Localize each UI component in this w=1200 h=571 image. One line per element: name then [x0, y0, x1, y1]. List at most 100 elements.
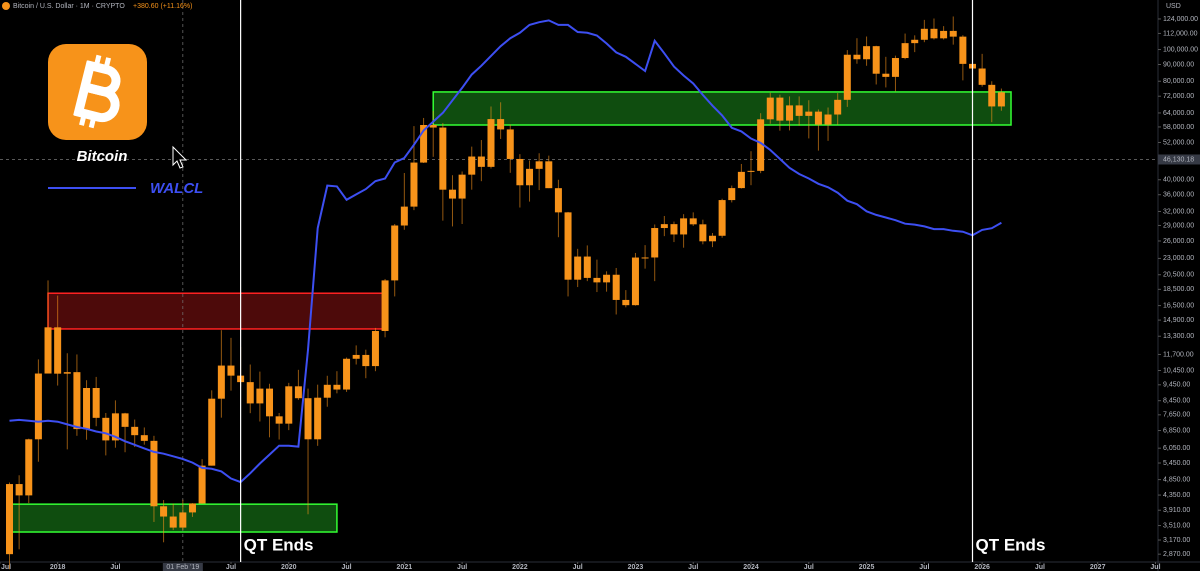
candle-body — [256, 388, 264, 404]
y-tick-label: 124,000.00 — [1163, 16, 1198, 23]
y-tick-label: 100,000.00 — [1163, 46, 1198, 53]
candle-body — [930, 28, 938, 39]
x-tick-label: Jul — [688, 564, 698, 571]
candle-body — [323, 384, 331, 398]
y-tick-label: 16,500.00 — [1163, 302, 1194, 309]
candle-body — [15, 484, 23, 496]
currency: USD — [1166, 3, 1181, 10]
candle-body — [439, 127, 447, 190]
y-tick-label: 6,850.00 — [1163, 427, 1190, 434]
y-tick-label: 112,000.00 — [1163, 30, 1198, 37]
x-tick-label: Jul — [804, 564, 814, 571]
y-tick-label: 3,910.00 — [1163, 507, 1190, 514]
candle-body — [121, 413, 129, 427]
y-tick-label: 13,300.00 — [1163, 333, 1194, 340]
legend-label: WALCL — [150, 180, 203, 197]
candle-body — [371, 330, 379, 367]
y-tick-label: 5,450.00 — [1163, 460, 1190, 467]
candle-body — [314, 397, 322, 440]
y-tick-label: 6,050.00 — [1163, 445, 1190, 452]
x-tick-label: 2020 — [281, 564, 297, 571]
candle-body — [102, 417, 110, 441]
candle-body — [949, 30, 957, 37]
x-tick-label: Jul — [1150, 564, 1160, 571]
candle-body — [795, 105, 803, 116]
candle-body — [227, 365, 235, 376]
candle-body — [92, 387, 100, 418]
y-tick-label: 14,900.00 — [1163, 317, 1194, 324]
candle-body — [352, 354, 360, 359]
candle-body — [660, 224, 668, 229]
y-tick-label: 9,450.00 — [1163, 382, 1190, 389]
y-tick-label: 32,000.00 — [1163, 208, 1194, 215]
y-tick-label: 8,450.00 — [1163, 398, 1190, 405]
y-tick-label: 26,000.00 — [1163, 238, 1194, 245]
candle-body — [574, 256, 582, 280]
y-tick-label: 72,000.00 — [1163, 93, 1194, 100]
candle-body — [824, 114, 832, 125]
y-tick-label: 11,700.00 — [1163, 351, 1194, 358]
candle-body — [44, 327, 52, 374]
x-tick-label: 2026 — [974, 564, 990, 571]
y-tick-label: 2,870.00 — [1163, 551, 1190, 558]
candle-body — [294, 386, 302, 399]
x-tick-label: 2024 — [743, 564, 759, 571]
symbol-title: Bitcoin / U.S. Dollar · 1M · CRYPTO — [13, 3, 125, 10]
candle-body — [959, 36, 967, 64]
y-tick-label: 36,000.00 — [1163, 192, 1194, 199]
x-tick-label: Jul — [457, 564, 467, 571]
x-tick-label: Jul — [573, 564, 583, 571]
candle-body — [468, 156, 476, 175]
crosshair-x-label-bg — [162, 563, 203, 571]
x-tick-label: 2018 — [50, 564, 66, 571]
walcl-line — [9, 19, 1002, 484]
candle-body — [863, 46, 871, 60]
candle-body — [54, 327, 62, 374]
candle-body — [63, 372, 71, 374]
candle-body — [737, 171, 745, 189]
overlay: 01 Feb '19 46,130.18 QT Ends QT Ends — [162, 0, 1200, 571]
candle-body — [150, 440, 158, 507]
candle-body — [400, 206, 408, 226]
symbol-icon — [2, 2, 10, 10]
legend-label: Bitcoin — [77, 148, 128, 165]
candle-body — [593, 277, 601, 283]
y-tick-label: 64,000.00 — [1163, 110, 1194, 117]
candle-body — [448, 189, 456, 199]
candle-body — [728, 188, 736, 201]
candle-body — [535, 161, 543, 169]
candle-body — [362, 354, 370, 367]
candle-body — [988, 84, 996, 107]
legend: Bitcoin WALCL — [48, 44, 203, 197]
x-tick-label: Jul — [919, 564, 929, 571]
candle-body — [25, 439, 33, 496]
candle-body — [997, 92, 1005, 107]
candle-body — [6, 484, 13, 555]
candle-body — [343, 358, 351, 390]
candle-body — [34, 373, 42, 440]
candle-body — [766, 97, 774, 120]
candle-body — [940, 30, 948, 39]
candle-body — [111, 413, 119, 441]
candle-body — [545, 161, 553, 189]
candle-body — [429, 124, 437, 128]
candle-body — [747, 170, 755, 172]
price-zone — [432, 91, 1012, 126]
x-tick-label: Jul — [1, 564, 11, 571]
candle-body — [708, 235, 716, 242]
candle-body — [882, 73, 890, 77]
annotation-label: QT Ends — [244, 535, 314, 554]
candle-body — [641, 257, 649, 259]
candle-body — [554, 188, 562, 213]
candle-body — [622, 299, 630, 306]
candle-body — [198, 465, 206, 504]
candle-body — [458, 174, 466, 199]
y-tick-label: 4,350.00 — [1163, 492, 1190, 499]
y-tick-label: 40,000.00 — [1163, 177, 1194, 184]
candle-body — [786, 105, 794, 121]
crosshair-y-label-bg — [1158, 154, 1200, 165]
candle-body — [805, 111, 813, 116]
y-tick-label: 29,000.00 — [1163, 222, 1194, 229]
candle-body — [901, 43, 909, 59]
